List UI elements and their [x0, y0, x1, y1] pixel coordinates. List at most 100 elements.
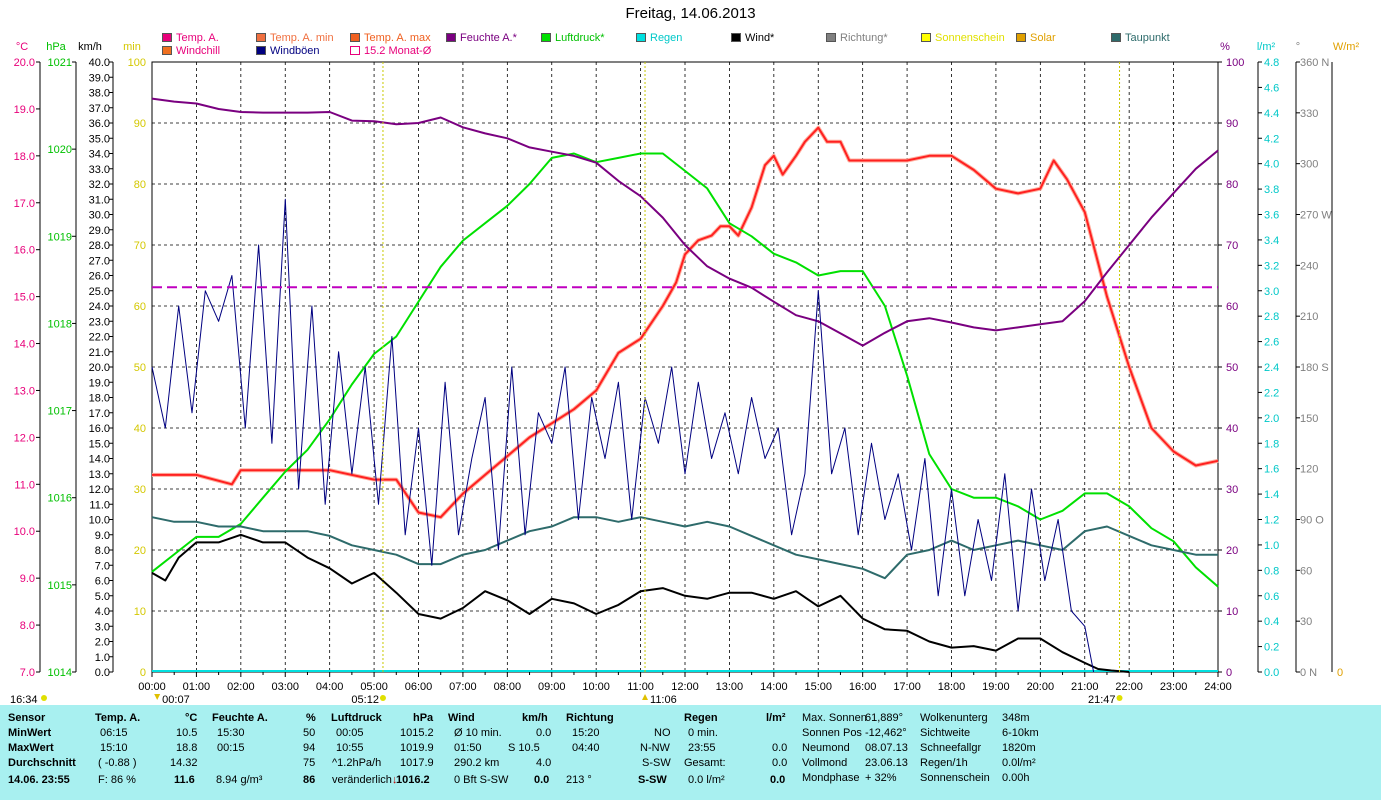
- avg-press-value: 1017.9: [400, 757, 434, 769]
- min-press-time: 00:05: [336, 727, 364, 739]
- wind-axis-tick-label: 15.0: [89, 438, 110, 450]
- wind-axis-tick-label: 23.0: [89, 316, 110, 328]
- axis-unit-sun: min: [123, 41, 141, 53]
- legend-swatch: [446, 33, 456, 42]
- cur-press-value: 1016.2: [396, 774, 430, 786]
- cur-abs-humidity: 8.94 g/m³: [216, 774, 263, 786]
- x-tick-label: 16:00: [849, 681, 877, 693]
- legend-label: Temp. A. min: [270, 32, 334, 44]
- rain-axis-tick-label: 2.2: [1264, 387, 1279, 399]
- wind-axis-tick-label: 13.0: [89, 469, 110, 481]
- rain-axis-tick-label: 3.2: [1264, 260, 1279, 272]
- legend-item: Regen: [636, 32, 682, 44]
- legend-label: Regen: [650, 32, 683, 44]
- axis-unit-wind: km/h: [78, 41, 102, 53]
- direction-axis-tick-label: 360 N: [1300, 57, 1329, 69]
- temp-axis-tick-label: 9.0: [20, 573, 35, 585]
- info-key: Sonnen Pos: [802, 727, 862, 739]
- x-tick-label: 01:00: [183, 681, 211, 693]
- rain-axis-tick-label: 4.6: [1264, 82, 1279, 94]
- min-wind-desc: Ø 10 min.: [454, 727, 502, 739]
- axis-unit-rain: l/m²: [1257, 41, 1276, 53]
- wind-axis-tick-label: 7.0: [95, 560, 110, 572]
- row-label-avg: Durchschnitt: [8, 757, 76, 769]
- x-tick-label: 11:00: [627, 681, 654, 693]
- sunrise-marker-sun-icon: [379, 695, 386, 701]
- info-value: 08.07.13: [865, 742, 908, 754]
- wind-axis-tick-label: 32.0: [89, 179, 110, 191]
- rain-axis-tick-label: 0.0: [1264, 667, 1279, 679]
- x-tick-label: 17:00: [893, 681, 921, 693]
- humidity-axis-tick-label: 10: [1226, 606, 1238, 618]
- wind-axis-tick-label: 28.0: [89, 240, 110, 252]
- pressure-axis-tick-label: 1018: [48, 318, 72, 330]
- wind-axis-tick-label: 2.0: [95, 637, 110, 649]
- cur-wind-value: 0.0: [534, 774, 550, 786]
- day-start-icon: [41, 695, 47, 701]
- x-tick-label: 07:00: [449, 681, 477, 693]
- info-key: Sonnenschein: [920, 772, 990, 784]
- x-tick-label: 20:00: [1027, 681, 1055, 693]
- info-key: Sichtweite: [920, 727, 971, 739]
- pressure-axis-tick-label: 1014: [48, 667, 72, 679]
- wind-axis-tick-label: 25.0: [89, 286, 110, 298]
- chart-marks: 05:12 21:47 00:07 11:06 16:34: [10, 62, 1123, 705]
- sun-axis-tick-label: 0: [140, 667, 146, 679]
- axis-unit-pressure: hPa: [46, 41, 66, 53]
- humidity-axis-tick-label: 70: [1226, 240, 1238, 252]
- direction-axis-tick-label: 120: [1300, 464, 1318, 476]
- x-tick-label: 22:00: [1115, 681, 1143, 693]
- x-tick-label: 23:00: [1160, 681, 1188, 693]
- x-tick-label: 13:00: [716, 681, 744, 693]
- legend-label: 15.2 Monat-Ø: [364, 45, 432, 57]
- legend-item: Wind*: [731, 32, 774, 44]
- wind-axis-tick-label: 14.0: [89, 454, 110, 466]
- wind-axis-tick-label: 16.0: [89, 423, 110, 435]
- taupunkt-series: [151, 516, 1218, 580]
- max-hum-time: 00:15: [217, 742, 245, 754]
- min-hum-value: 50: [303, 727, 316, 739]
- legend-item: Solar: [1016, 32, 1056, 44]
- legend-label: Richtung*: [840, 32, 888, 44]
- x-tick-label: 02:00: [227, 681, 255, 693]
- cur-rain-desc: 0.0 l/m²: [688, 774, 725, 786]
- legend-item: Luftdruck*: [541, 32, 605, 44]
- humidity-axis-tick-label: 90: [1226, 118, 1238, 130]
- legend-label: Windchill: [176, 45, 221, 57]
- x-tick-label: 19:00: [982, 681, 1010, 693]
- wind-axis-tick-label: 22.0: [89, 332, 110, 344]
- direction-axis-tick-label: 180 S: [1300, 362, 1329, 374]
- max-hum-value: 94: [303, 742, 316, 754]
- temp-axis-tick-label: 13.0: [14, 385, 35, 397]
- temp-axis-tick-label: 8.0: [20, 620, 35, 632]
- header-direction: Richtung: [566, 712, 614, 724]
- header-sensor: Sensor: [8, 712, 46, 724]
- info-value: 0.00h: [1002, 772, 1030, 784]
- info-key: Neumond: [802, 742, 850, 754]
- avg-temp-value: 14.32: [170, 757, 198, 769]
- legend-label: Solar: [1030, 32, 1056, 44]
- temp-axis-tick-label: 15.0: [14, 292, 35, 304]
- rain-axis-tick-label: 2.6: [1264, 337, 1279, 349]
- header-temp-unit: °C: [185, 712, 198, 724]
- avg-rain-value: 0.0: [772, 757, 788, 769]
- axis-unit-temp: °C: [16, 41, 28, 53]
- x-tick-label: 04:00: [316, 681, 344, 693]
- header-wind: Wind: [448, 712, 475, 724]
- wind-axis-tick-label: 18.0: [89, 393, 110, 405]
- legend-swatch: [921, 33, 931, 42]
- feuchte-a-series: [151, 97, 1219, 347]
- x-tick-label: 18:00: [938, 681, 966, 693]
- wind-axis-tick-label: 29.0: [89, 225, 110, 237]
- temp-axis-tick-label: 18.0: [14, 151, 35, 163]
- legend-item: Temp. A. max: [350, 32, 431, 44]
- legend-item: Taupunkt: [1111, 32, 1170, 44]
- rain-axis-tick-label: 1.0: [1264, 540, 1279, 552]
- max-wind-value: S 10.5: [508, 742, 540, 754]
- info-value: + 32%: [865, 772, 897, 784]
- legend-label: Sonnenschein: [935, 32, 1005, 44]
- avg-temp-trend: ( -0.88 ): [98, 757, 137, 769]
- solar-axis-tick-label: 0: [1337, 667, 1343, 679]
- direction-axis-tick-label: 30: [1300, 616, 1312, 628]
- direction-axis-tick-label: 240: [1300, 260, 1318, 272]
